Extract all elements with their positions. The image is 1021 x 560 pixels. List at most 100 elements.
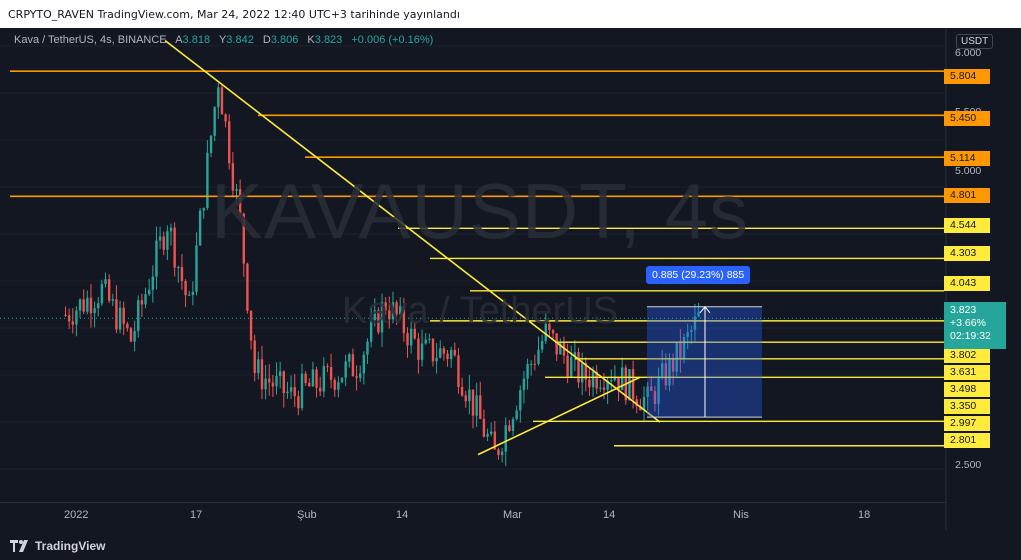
measure-label[interactable]: 0.885 (29.23%) 885 bbox=[646, 266, 751, 284]
candle-body bbox=[340, 377, 344, 383]
candle-body bbox=[610, 380, 613, 382]
price-tick: 5.000 bbox=[955, 165, 982, 177]
candle-body bbox=[402, 306, 406, 334]
symbol-watermark: KAVAUSDT, 4s bbox=[211, 167, 749, 255]
price-tick: 6.000 bbox=[955, 47, 982, 59]
candle-body bbox=[570, 357, 573, 377]
candle-body bbox=[479, 395, 482, 419]
candle-body bbox=[471, 389, 475, 416]
candle-body bbox=[613, 377, 617, 381]
level-tag-yellow: 2.801 bbox=[944, 433, 990, 448]
candle-body bbox=[275, 375, 278, 387]
candle-body bbox=[588, 379, 591, 388]
symbol-watermark-sub: Kava / TetherUS bbox=[341, 290, 618, 332]
candle-body bbox=[497, 449, 500, 455]
candle-body bbox=[144, 294, 147, 305]
candle-body bbox=[540, 341, 544, 350]
candle-body bbox=[573, 352, 577, 358]
candle-body bbox=[697, 311, 700, 317]
candle-body bbox=[522, 378, 526, 391]
ascending-trendline bbox=[477, 376, 641, 456]
candle-body bbox=[369, 320, 373, 342]
low-value: 3.806 bbox=[270, 34, 299, 46]
symbol-legend[interactable]: Kava / TetherUS, 4s, BINANCE A3.818 Y3.8… bbox=[14, 34, 439, 46]
currency-selector[interactable]: USDT bbox=[956, 34, 994, 49]
candle-body bbox=[137, 300, 140, 332]
current-price-tag: 3.823 +3.66% 02:19:32 bbox=[944, 302, 1006, 349]
candle-body bbox=[639, 406, 642, 411]
time-tick: 18 bbox=[858, 509, 871, 521]
candle-body bbox=[453, 349, 457, 356]
candle-body bbox=[78, 299, 82, 311]
candle-body bbox=[147, 289, 151, 295]
time-tick: Nis bbox=[733, 509, 749, 521]
close-value: 3.823 bbox=[314, 34, 343, 46]
candle-body bbox=[675, 341, 678, 372]
candle-body bbox=[533, 363, 537, 365]
time-axis[interactable]: 2022 17 Şub 14 Mar 14 Nis 18 bbox=[0, 502, 946, 530]
candle-body bbox=[322, 366, 326, 392]
candle-body bbox=[515, 410, 518, 420]
candle-body bbox=[140, 300, 144, 305]
candle-body bbox=[555, 333, 558, 355]
candle-body bbox=[362, 354, 366, 374]
candle-body bbox=[89, 297, 93, 314]
candle-body bbox=[235, 189, 238, 191]
close-label: K bbox=[307, 34, 315, 46]
candle-body bbox=[155, 240, 158, 277]
candle-body bbox=[646, 386, 649, 397]
candle-body bbox=[380, 302, 384, 333]
candle-body bbox=[246, 263, 249, 311]
candle-body bbox=[260, 359, 264, 390]
candle-body bbox=[489, 431, 493, 435]
candle-body bbox=[180, 267, 184, 282]
candle-body bbox=[82, 299, 85, 312]
candle-body bbox=[329, 367, 333, 380]
current-change: +3.66% bbox=[950, 317, 986, 329]
candle-body bbox=[206, 152, 209, 208]
candle-body bbox=[169, 227, 173, 232]
time-tick: 14 bbox=[603, 509, 616, 521]
candle-body bbox=[326, 366, 329, 368]
candle-body bbox=[158, 236, 162, 241]
candle-body bbox=[166, 231, 169, 250]
candle-body bbox=[475, 395, 478, 416]
candle-body bbox=[300, 373, 304, 409]
candle-body bbox=[238, 189, 242, 214]
candle-body bbox=[67, 315, 71, 322]
level-tag-orange: 4.801 bbox=[944, 188, 990, 203]
candle-body bbox=[115, 299, 118, 330]
candle-body bbox=[493, 431, 497, 450]
candle-body bbox=[384, 302, 387, 311]
candle-body bbox=[191, 291, 195, 295]
chart-area[interactable]: KAVAUSDT, 4s Kava / TetherUS Kava / Teth… bbox=[0, 28, 1021, 530]
open-label: A bbox=[175, 34, 183, 46]
level-tag-yellow: 4.544 bbox=[944, 218, 990, 233]
symbol-title[interactable]: Kava / TetherUS, 4s, BINANCE bbox=[14, 34, 167, 46]
price-chart[interactable] bbox=[0, 28, 1021, 530]
candle-body bbox=[391, 302, 395, 320]
candle-body bbox=[631, 369, 635, 400]
candle-body bbox=[318, 387, 322, 392]
candle-body bbox=[424, 339, 427, 344]
candle-body bbox=[311, 369, 315, 387]
candle-body bbox=[431, 338, 435, 362]
candle-body bbox=[351, 354, 355, 377]
candle-body bbox=[599, 387, 602, 389]
tradingview-logo[interactable]: TradingView bbox=[10, 538, 105, 554]
candle-body bbox=[86, 297, 89, 312]
candle-body bbox=[413, 328, 416, 339]
candle-body bbox=[428, 338, 431, 340]
candle-body bbox=[446, 353, 449, 359]
time-tick: 17 bbox=[190, 509, 203, 521]
candle-body bbox=[679, 341, 682, 359]
candle-body bbox=[482, 418, 486, 437]
candle-body bbox=[198, 210, 202, 246]
level-tag-orange: 5.804 bbox=[944, 69, 990, 84]
candle-body bbox=[366, 341, 369, 355]
candle-body bbox=[559, 343, 562, 355]
candle-body bbox=[377, 310, 380, 333]
candle-body bbox=[642, 396, 646, 411]
candle-body bbox=[530, 363, 533, 365]
candle-body bbox=[242, 213, 245, 264]
